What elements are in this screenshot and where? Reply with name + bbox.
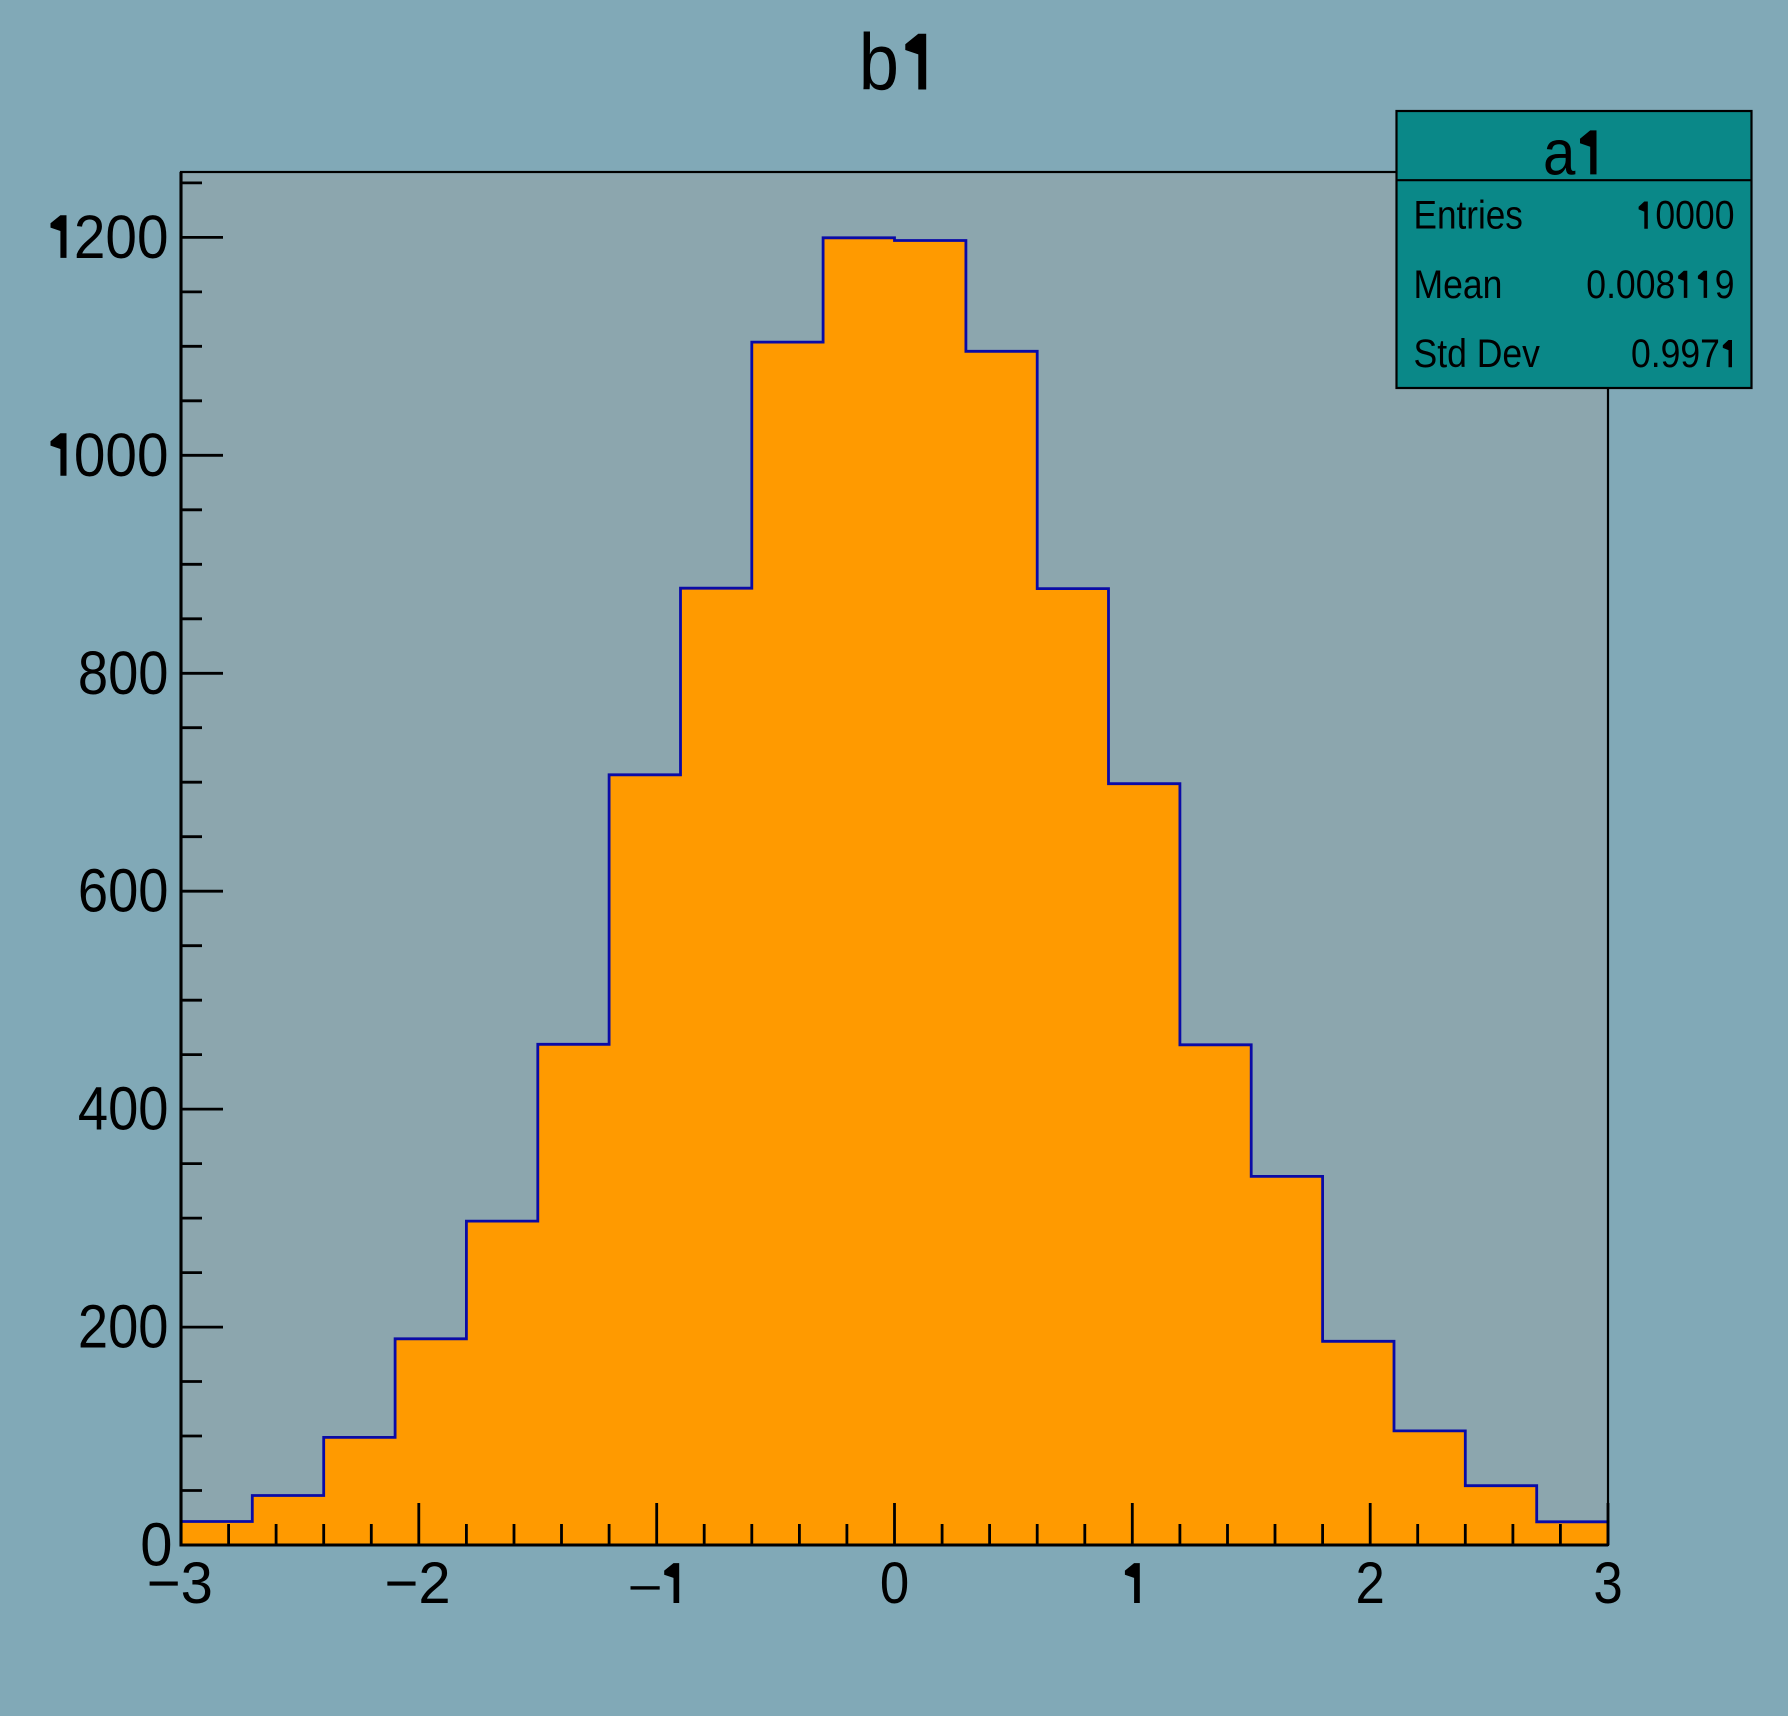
svg-text:0: 0 (880, 1551, 909, 1616)
svg-text:000: 000 (74, 422, 169, 489)
svg-text:3: 3 (1593, 1551, 1622, 1616)
svg-text:−3: −3 (147, 1551, 213, 1616)
svg-text:2: 2 (1356, 1551, 1385, 1616)
svg-text:−2: −2 (385, 1551, 451, 1616)
svg-text:0.997: 0.997 (1631, 331, 1720, 375)
svg-text:a: a (1543, 117, 1576, 188)
svg-text:400: 400 (78, 1076, 169, 1144)
svg-text:200: 200 (74, 204, 169, 271)
svg-text:200: 200 (78, 1294, 169, 1362)
svg-text:600: 600 (78, 858, 169, 926)
svg-text:0: 0 (140, 1510, 172, 1579)
svg-text:800: 800 (78, 640, 169, 708)
svg-text:Std Dev: Std Dev (1414, 331, 1541, 375)
svg-text:Entries: Entries (1414, 193, 1523, 237)
svg-text:0000: 0000 (1655, 193, 1734, 237)
svg-text:Mean: Mean (1414, 262, 1503, 306)
svg-text:0.008: 0.008 (1586, 262, 1675, 306)
svg-text:9: 9 (1715, 262, 1735, 306)
svg-text:b: b (859, 18, 899, 107)
